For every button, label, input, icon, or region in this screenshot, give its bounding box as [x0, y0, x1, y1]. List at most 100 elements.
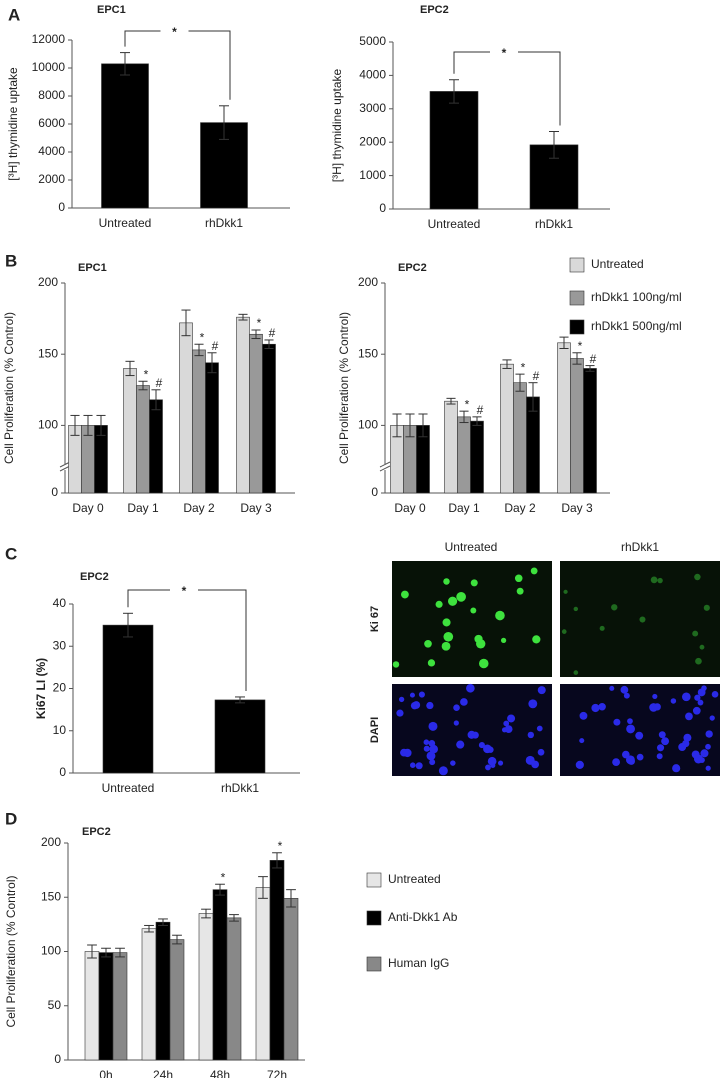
- bar: [500, 363, 514, 494]
- cell: [426, 751, 436, 761]
- cell: [503, 720, 510, 727]
- cell: [507, 714, 516, 723]
- cell: [692, 706, 701, 715]
- cell: [657, 577, 663, 584]
- cell: [429, 759, 436, 766]
- cell: [627, 757, 635, 765]
- legend-swatch: [366, 872, 382, 888]
- cell: [429, 744, 438, 754]
- cell: [622, 750, 630, 759]
- y-tick-label: 0: [371, 485, 378, 499]
- cell: [703, 604, 710, 611]
- y-tick-label: 20: [53, 681, 67, 695]
- cell: [423, 739, 430, 745]
- cell: [656, 744, 665, 752]
- cell: [410, 701, 419, 710]
- y-tick-label: 30: [53, 638, 67, 652]
- cell: [683, 733, 692, 742]
- y-tick-label: 0: [58, 200, 65, 214]
- y-tick-label: 10000: [32, 60, 66, 74]
- cell: [460, 698, 468, 706]
- cell: [497, 760, 504, 766]
- axis-break: [379, 461, 391, 468]
- legend-label: Human IgG: [388, 956, 449, 970]
- bar: [98, 952, 114, 1061]
- bar: [112, 952, 128, 1061]
- micrograph: [560, 684, 720, 776]
- micrograph: [392, 561, 552, 677]
- cell: [401, 590, 409, 599]
- bar: [149, 399, 163, 494]
- cell: [415, 762, 423, 770]
- y-tick-label: 2000: [38, 172, 65, 186]
- cell: [424, 639, 432, 648]
- x-tick-label: Untreated: [102, 781, 155, 795]
- cell: [528, 699, 538, 709]
- cell: [627, 718, 633, 725]
- y-tick-label: 0: [59, 765, 66, 779]
- y-tick-label: 0: [379, 201, 386, 215]
- x-tick-label: 24h: [153, 1068, 173, 1078]
- significance-marker: *: [221, 870, 226, 884]
- y-tick-label: 200: [358, 275, 378, 289]
- significance-marker: #: [269, 326, 276, 340]
- bar: [84, 951, 100, 1061]
- cell: [685, 712, 693, 721]
- x-tick-label: Day 3: [240, 501, 272, 515]
- cell: [453, 720, 459, 726]
- image-column-label: rhDkk1: [621, 540, 659, 554]
- y-tick-label: 100: [41, 944, 61, 958]
- cell: [591, 703, 600, 713]
- micrograph: [392, 684, 552, 776]
- cell: [694, 573, 701, 581]
- cell: [483, 744, 492, 754]
- cell: [471, 731, 479, 739]
- chart-title: EPC2: [82, 826, 111, 838]
- legend-label: Anti-Dkk1 Ab: [388, 910, 458, 924]
- cell: [678, 743, 687, 751]
- bar: [269, 860, 285, 1061]
- cell: [447, 596, 458, 606]
- y-tick-label: 50: [48, 998, 62, 1012]
- x-tick-label: Day 1: [448, 501, 480, 515]
- cell: [611, 604, 618, 611]
- bar: [557, 342, 571, 494]
- significance-marker: *: [257, 316, 262, 330]
- image-column-label: Untreated: [445, 540, 498, 554]
- legend-label: Untreated: [388, 872, 441, 886]
- bar: [169, 939, 185, 1061]
- cell: [453, 704, 460, 712]
- cell: [487, 756, 497, 766]
- cell: [426, 701, 434, 710]
- cell: [470, 607, 477, 614]
- x-tick-label: Day 1: [127, 501, 159, 515]
- bar: [136, 385, 150, 494]
- cell: [598, 702, 606, 711]
- cell: [705, 765, 711, 771]
- cell: [435, 600, 443, 608]
- bar: [236, 316, 250, 494]
- cell: [442, 618, 451, 627]
- cell: [579, 711, 588, 720]
- x-tick-label: 0h: [99, 1068, 112, 1078]
- x-tick-label: Day 2: [504, 501, 536, 515]
- significance-marker: #: [156, 376, 163, 390]
- cell: [537, 686, 546, 695]
- cell: [672, 764, 681, 773]
- significance-marker: *: [465, 397, 470, 411]
- cell: [531, 760, 540, 769]
- y-axis-label: Cell Proliferation (% Control): [337, 312, 351, 464]
- bar: [226, 917, 242, 1061]
- y-tick-label: 100: [358, 418, 378, 432]
- x-tick-label: Untreated: [428, 217, 481, 231]
- y-tick-label: 150: [41, 889, 61, 903]
- significance-marker: #: [477, 403, 484, 417]
- panel-label: B: [5, 251, 17, 270]
- y-tick-label: 4000: [359, 68, 386, 82]
- significance-bracket: [453, 51, 561, 126]
- cell: [500, 637, 507, 644]
- x-tick-label: rhDkk1: [535, 217, 573, 231]
- bar: [283, 898, 299, 1061]
- cell: [670, 698, 677, 704]
- cell: [699, 757, 705, 763]
